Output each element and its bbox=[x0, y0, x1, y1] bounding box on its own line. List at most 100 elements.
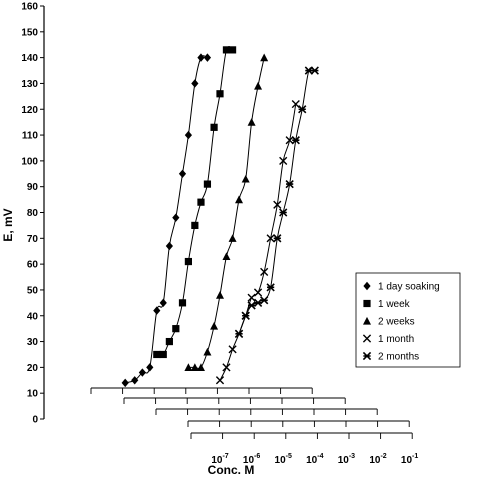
x-tick-label: 10-6 bbox=[243, 453, 260, 466]
data-point bbox=[285, 179, 294, 189]
data-point bbox=[273, 200, 282, 209]
x-tick-label-exp: -4 bbox=[317, 453, 323, 460]
x-tick-label-base: 10 bbox=[369, 455, 381, 466]
data-point bbox=[247, 301, 256, 310]
legend-entry: 1 day soaking bbox=[363, 281, 440, 293]
data-point bbox=[310, 66, 319, 75]
series-5 bbox=[234, 66, 319, 338]
legend-label: 2 months bbox=[378, 352, 419, 363]
x-tick-label: 10-3 bbox=[338, 453, 355, 466]
x-tick-label-exp: -7 bbox=[222, 453, 228, 460]
data-point bbox=[273, 234, 282, 243]
data-point bbox=[165, 241, 173, 251]
x-tick-label: 10-5 bbox=[275, 453, 292, 466]
data-point bbox=[291, 99, 300, 109]
data-point bbox=[172, 213, 180, 222]
y-tick-label: 160 bbox=[21, 2, 38, 13]
y-tick-label: 60 bbox=[27, 260, 39, 271]
x-tick-label: 10-1 bbox=[401, 453, 418, 466]
data-point bbox=[216, 291, 224, 299]
y-tick-label: 80 bbox=[27, 208, 39, 219]
y-axis: 0 10 20 30 40 50 60 70 80 90 100 110 120 130 140 150 160 bbox=[21, 2, 45, 426]
data-point bbox=[254, 81, 263, 90]
series-3 bbox=[184, 53, 269, 371]
data-point bbox=[260, 53, 269, 62]
x-tick-label-base: 10 bbox=[338, 455, 350, 466]
legend-entry: 1 week bbox=[363, 299, 411, 310]
y-tick-label: 30 bbox=[27, 337, 39, 348]
x-tick-label-exp: -2 bbox=[380, 453, 386, 460]
y-tick-label: 130 bbox=[21, 79, 38, 90]
data-point bbox=[121, 378, 129, 388]
x-tick-label: 10-7 bbox=[211, 453, 228, 466]
data-point bbox=[228, 46, 237, 54]
data-point bbox=[159, 350, 167, 359]
series-layer bbox=[121, 46, 319, 388]
x-tick-label: 10-2 bbox=[369, 453, 386, 466]
data-point bbox=[203, 347, 212, 356]
x-tick-label: 10-4 bbox=[306, 453, 323, 466]
legend-marker bbox=[362, 351, 372, 361]
legend-label: 1 month bbox=[378, 334, 414, 345]
x-tick-label-base: 10 bbox=[401, 455, 413, 466]
data-point bbox=[241, 311, 250, 320]
y-tick-label: 20 bbox=[27, 363, 39, 374]
y-tick-label: 70 bbox=[27, 234, 39, 245]
x-tick-label-exp: -3 bbox=[349, 453, 355, 460]
x-tick-label-exp: -5 bbox=[286, 453, 292, 460]
data-point bbox=[172, 325, 180, 333]
data-point bbox=[131, 376, 139, 385]
y-tick-label: 90 bbox=[27, 182, 39, 193]
x-tick-label-base: 10 bbox=[275, 455, 287, 466]
y-tick-label: 40 bbox=[27, 311, 39, 322]
y-axis-title: E, mV bbox=[1, 208, 15, 241]
data-point bbox=[191, 79, 199, 88]
x-tick-label-base: 10 bbox=[243, 455, 255, 466]
data-point bbox=[253, 298, 263, 308]
data-point bbox=[203, 53, 212, 62]
legend-label: 2 weeks bbox=[378, 317, 415, 328]
x-axis: 10-7 10-6 10-5 10-4 10-3 10-2 10-1 bbox=[90, 387, 418, 466]
data-point bbox=[266, 234, 275, 243]
legend-label: 1 week bbox=[378, 299, 411, 310]
data-point bbox=[184, 130, 192, 140]
data-point bbox=[196, 363, 205, 371]
data-point bbox=[285, 136, 294, 145]
data-point bbox=[215, 376, 225, 385]
data-point bbox=[279, 156, 288, 165]
data-point bbox=[228, 234, 237, 242]
y-tick-label: 50 bbox=[27, 285, 39, 296]
y-tick-label: 140 bbox=[21, 53, 38, 64]
data-point bbox=[222, 252, 231, 260]
y-tick-label: 0 bbox=[32, 415, 38, 426]
data-point bbox=[291, 136, 300, 145]
data-point bbox=[279, 208, 288, 217]
data-point bbox=[253, 288, 263, 297]
data-point bbox=[191, 221, 199, 230]
data-point bbox=[178, 299, 187, 307]
x-tick-label-base: 10 bbox=[211, 455, 223, 466]
x-axis-title: Conc. M bbox=[208, 463, 255, 477]
data-point bbox=[222, 363, 231, 372]
data-point bbox=[210, 123, 218, 131]
x-tick-label-exp: -1 bbox=[412, 453, 418, 460]
data-point bbox=[197, 53, 205, 62]
series-line bbox=[188, 57, 265, 370]
y-tick-label: 110 bbox=[22, 131, 39, 142]
legend-box bbox=[355, 272, 461, 368]
data-point bbox=[298, 105, 307, 114]
legend-entry: 2 months bbox=[362, 351, 419, 363]
series-1 bbox=[121, 53, 212, 388]
legend-marker bbox=[363, 316, 371, 325]
data-point bbox=[203, 180, 212, 188]
x-tick-label-base: 10 bbox=[306, 455, 318, 466]
legend-label: 1 day soaking bbox=[378, 282, 440, 293]
legend-entry: 1 month bbox=[362, 334, 414, 345]
data-point bbox=[247, 118, 256, 126]
data-point bbox=[228, 345, 237, 354]
legend-marker bbox=[363, 281, 371, 291]
y-tick-label: 120 bbox=[21, 105, 38, 116]
data-point bbox=[146, 363, 154, 372]
data-point bbox=[234, 329, 244, 338]
